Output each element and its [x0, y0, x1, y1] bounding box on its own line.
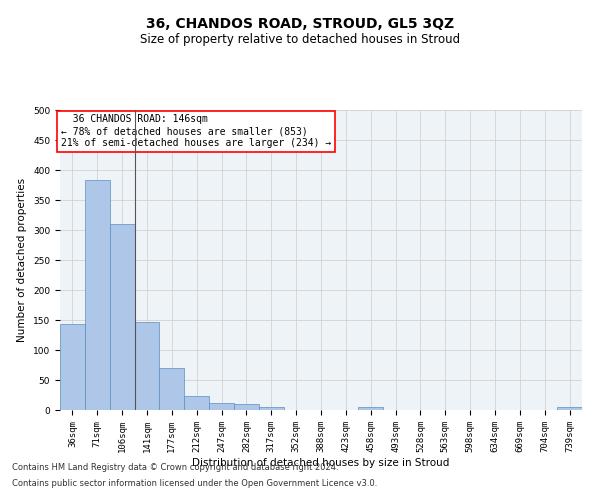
- Bar: [85, 180, 110, 410]
- Y-axis label: Number of detached properties: Number of detached properties: [17, 178, 28, 342]
- Bar: [160, 368, 184, 410]
- Text: Contains HM Land Registry data © Crown copyright and database right 2024.: Contains HM Land Registry data © Crown c…: [12, 464, 338, 472]
- Text: 36, CHANDOS ROAD, STROUD, GL5 3QZ: 36, CHANDOS ROAD, STROUD, GL5 3QZ: [146, 18, 454, 32]
- Bar: [110, 224, 134, 410]
- Bar: [134, 322, 160, 410]
- Bar: [184, 396, 209, 410]
- Text: Contains public sector information licensed under the Open Government Licence v3: Contains public sector information licen…: [12, 478, 377, 488]
- Bar: [557, 407, 582, 410]
- Bar: [234, 404, 259, 410]
- X-axis label: Distribution of detached houses by size in Stroud: Distribution of detached houses by size …: [193, 458, 449, 468]
- Bar: [60, 324, 85, 410]
- Text: Size of property relative to detached houses in Stroud: Size of property relative to detached ho…: [140, 32, 460, 46]
- Text: 36 CHANDOS ROAD: 146sqm
← 78% of detached houses are smaller (853)
21% of semi-d: 36 CHANDOS ROAD: 146sqm ← 78% of detache…: [61, 114, 331, 148]
- Bar: [358, 407, 383, 410]
- Bar: [259, 407, 284, 410]
- Bar: [209, 404, 234, 410]
